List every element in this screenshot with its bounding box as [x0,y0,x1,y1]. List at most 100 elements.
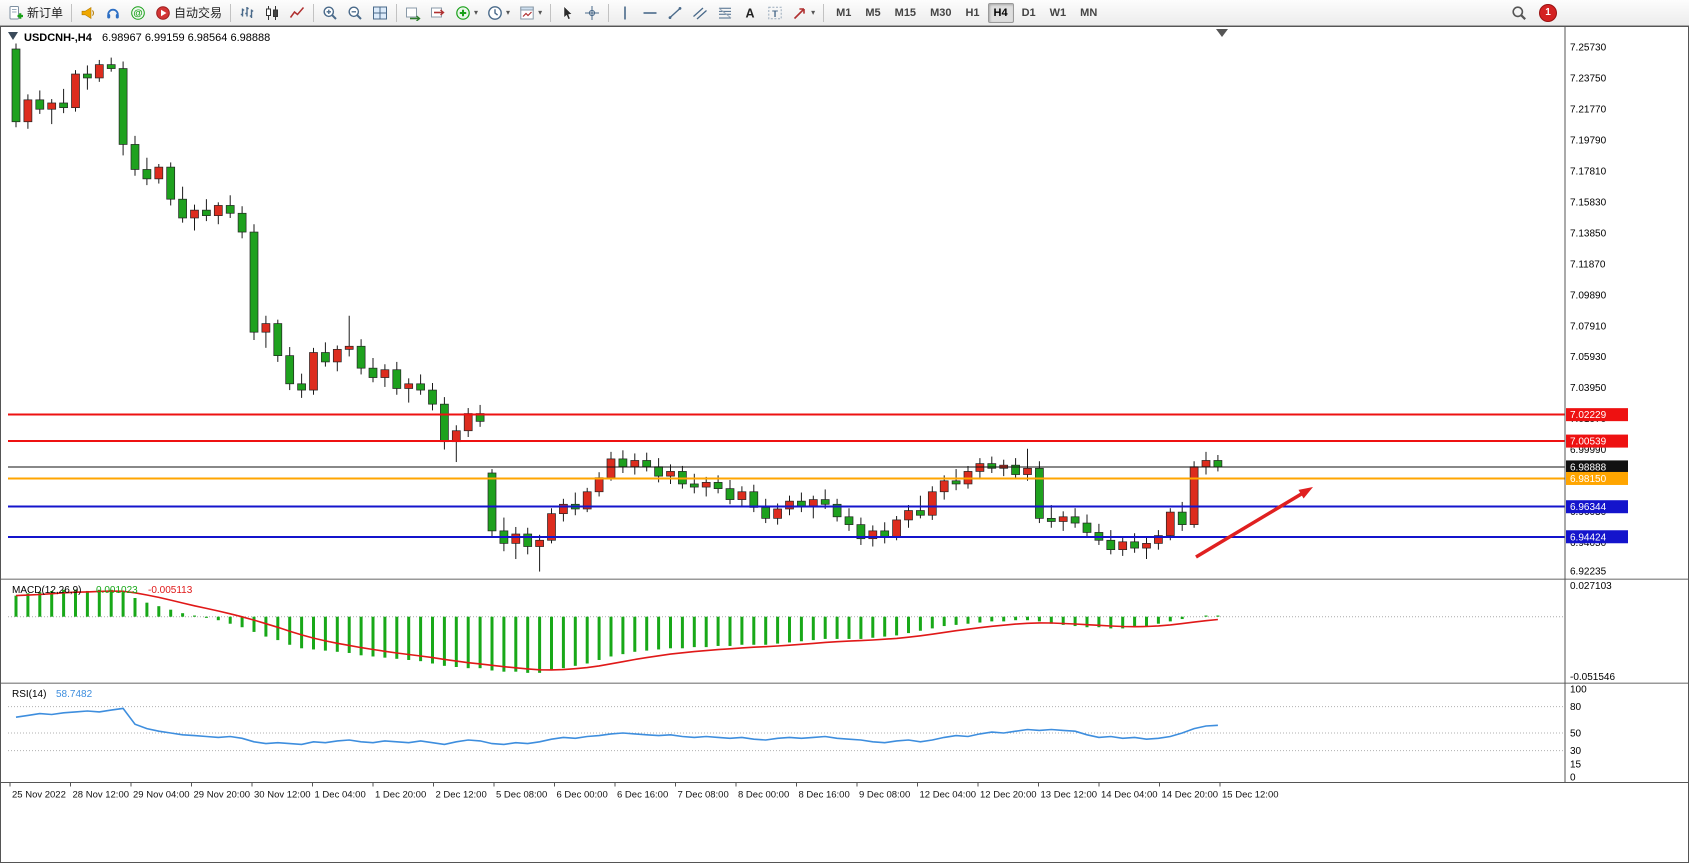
line-chart-button[interactable] [285,0,309,26]
rsi-value: 58.7482 [56,689,93,700]
macd-signal-line [15,590,1218,671]
trendline-button[interactable] [663,0,687,26]
price-axis-label: 7.03950 [1570,383,1607,394]
search-button[interactable] [1507,0,1531,26]
chart-shift-marker-icon[interactable] [1216,29,1228,37]
price-axis-label: 7.17810 [1570,166,1607,177]
timeframe-m1[interactable]: M1 [836,6,852,19]
dropdown-caret-icon[interactable]: ▾ [811,7,816,17]
timeframe-m30[interactable]: M30 [930,6,952,19]
rsi-panel: RSI(14) 58.7482 100 80 50 30 15 0 [8,685,1587,784]
bar-chart-button[interactable] [235,0,259,26]
price-axis-label: 6.92235 [1570,567,1607,578]
toolbar-separator [230,3,232,22]
cursor-button[interactable] [555,0,579,26]
dropdown-caret-icon[interactable]: ▾ [538,7,543,17]
indicators-button[interactable]: ▾ [451,0,482,26]
time-axis-label: 25 Nov 2022 [12,790,66,801]
crosshair-button[interactable] [580,0,604,26]
toolbar-separator [608,3,610,22]
price-axis-label: 7.05930 [1570,352,1607,363]
notification-badge[interactable]: 1 [1539,3,1557,22]
rsi-axis-label: 80 [1570,702,1582,713]
time-axis-label: 1 Dec 20:00 [375,790,426,801]
candles[interactable] [11,43,1223,572]
timeframe-m5[interactable]: M5 [865,6,881,19]
price-axis-label: 7.07910 [1570,321,1607,332]
autotrading-button-label: 自动交易 [174,6,223,20]
support-button[interactable] [101,0,125,26]
time-axis-label: 29 Nov 04:00 [133,790,190,801]
rsi-axis-label: 0 [1570,773,1576,784]
auto-scroll-button[interactable] [401,0,425,26]
price-tag [1566,434,1628,448]
timeframe-m15[interactable]: M15 [894,6,917,19]
price-axis-label: 7.21770 [1570,104,1607,115]
fibonacci-button[interactable] [713,0,737,26]
rsi-axis-label: 50 [1570,729,1582,740]
candle-chart-button[interactable] [260,0,284,26]
chart-window-icon[interactable] [8,32,18,40]
crosshair-icon [584,5,600,21]
timeframe-h4[interactable]: H4 [987,2,1014,23]
zoom-in-icon [322,5,338,21]
price-chart[interactable]: 7.25730 7.23750 7.21770 7.19790 7.17810 7.158… [0,26,1689,863]
autotrading-button[interactable]: 自动交易 [151,0,226,26]
annotation-arrow[interactable] [1195,487,1313,559]
community-button[interactable]: @ [126,0,150,26]
text-t-icon: T [767,5,783,21]
timeframe-w1[interactable]: W1 [1049,6,1067,19]
price-tag [1566,408,1628,422]
bars-icon [239,5,255,21]
zoom-in-button[interactable] [318,0,342,26]
toolbar-right-group: 1 [1507,0,1685,26]
templates-button[interactable]: ▾ [515,0,546,26]
macd-signal-value: -0.005113 [148,585,193,596]
horizontal-line-button[interactable] [638,0,662,26]
time-axis-label: 8 Dec 16:00 [799,790,850,801]
megaphone-icon [80,5,96,21]
time-axis-label: 12 Dec 04:00 [920,790,977,801]
price-axis-label: 7.13850 [1570,228,1607,239]
dropdown-caret-icon[interactable]: ▾ [506,7,511,17]
new-order-button[interactable]: 新订单 [4,0,67,26]
price-axis-label: 7.09890 [1570,290,1607,301]
periods-button[interactable]: ▾ [483,0,514,26]
time-axis-label: 6 Dec 00:00 [557,790,608,801]
time-axis-label: 6 Dec 16:00 [617,790,668,801]
toolbar-separator [823,3,825,22]
tile-windows-button[interactable] [368,0,392,26]
price-tag-label: 6.96344 [1570,502,1607,513]
rsi-line [15,707,1218,746]
macd-panel: MACD(12,26,9) 0.001023 -0.005113 0.027103 -0… [8,581,1615,683]
text-button[interactable]: A [738,0,762,26]
time-axis-label: 1 Dec 04:00 [315,790,366,801]
rsi-axis-label: 15 [1570,759,1582,770]
search-icon [1512,5,1526,20]
timeframe-d1[interactable]: D1 [1021,6,1036,19]
chart-ohlc-values: 6.98967 6.99159 6.98564 6.98888 [102,32,270,44]
trendline-icon [667,5,683,21]
timeframe-h1[interactable]: H1 [965,6,980,19]
macd-axis-label: -0.051546 [1570,672,1615,683]
toolbar-separator [71,3,73,22]
text-label-button[interactable]: T [763,0,787,26]
arrows-tool-button[interactable]: ▾ [788,0,819,26]
time-axis-label: 5 Dec 08:00 [496,790,547,801]
news-button[interactable] [76,0,100,26]
time-axis-label: 13 Dec 12:00 [1041,790,1098,801]
zoom-out-button[interactable] [343,0,367,26]
channel-button[interactable] [688,0,712,26]
autoscroll-icon [405,5,421,21]
timeframe-mn[interactable]: MN [1080,6,1098,19]
time-axis-label: 14 Dec 20:00 [1162,790,1219,801]
chart-shift-button[interactable] [426,0,450,26]
dropdown-caret-icon[interactable]: ▾ [474,7,479,17]
price-axis-label: 6.99990 [1570,445,1607,456]
arrows-icon [792,5,808,21]
vertical-line-button[interactable] [613,0,637,26]
timeframe-group: M1 M5 M15 M30 H1 H4 D1 W1 MN [830,2,1103,23]
price-axis-label: 7.19790 [1570,135,1607,146]
doc-plus-icon [8,5,24,21]
at-icon: @ [130,5,146,21]
